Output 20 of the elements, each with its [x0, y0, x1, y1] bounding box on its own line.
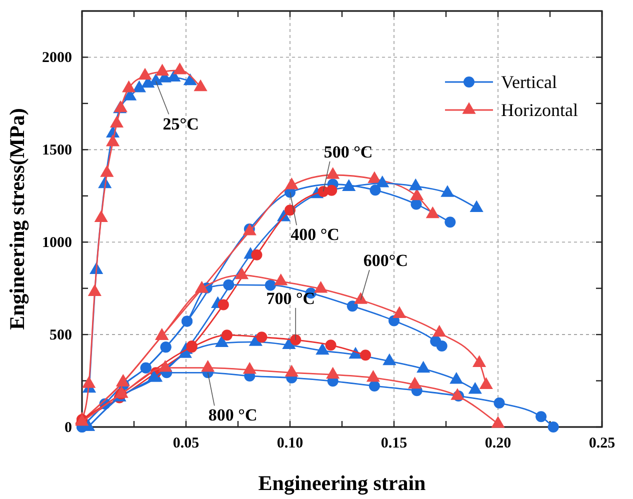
- y-axis-title: Engineering stress(MPa): [5, 108, 29, 330]
- y-tick-label: 1500: [42, 142, 72, 158]
- annotation: 600°C: [363, 250, 408, 270]
- y-tick-label: 1000: [42, 234, 72, 251]
- annotation: 25°C: [162, 114, 199, 134]
- x-axis-title: Engineering strain: [258, 471, 426, 495]
- annotation: 400 °C: [290, 225, 340, 244]
- legend-label: Vertical: [501, 72, 557, 92]
- legend-label: Horizontal: [501, 100, 578, 120]
- x-tick-label: 0.25: [588, 436, 616, 452]
- x-tick-label: 0.20: [484, 436, 512, 452]
- annotation: 500 °C: [324, 142, 373, 162]
- y-tick-label: 0: [64, 420, 72, 436]
- y-tick-label: 2000: [42, 50, 72, 66]
- y-tick-label: 500: [50, 327, 72, 344]
- annotation: 700 °C: [266, 288, 316, 308]
- x-tick-label: 0.15: [380, 436, 408, 452]
- x-tick-label: 0.10: [276, 436, 304, 452]
- annotation: 800 °C: [208, 406, 258, 425]
- x-tick-label: 0.05: [172, 436, 200, 452]
